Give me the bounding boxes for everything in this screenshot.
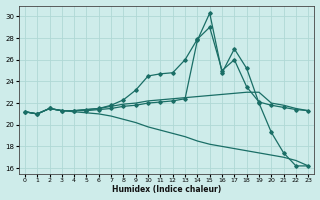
X-axis label: Humidex (Indice chaleur): Humidex (Indice chaleur)	[112, 185, 221, 194]
